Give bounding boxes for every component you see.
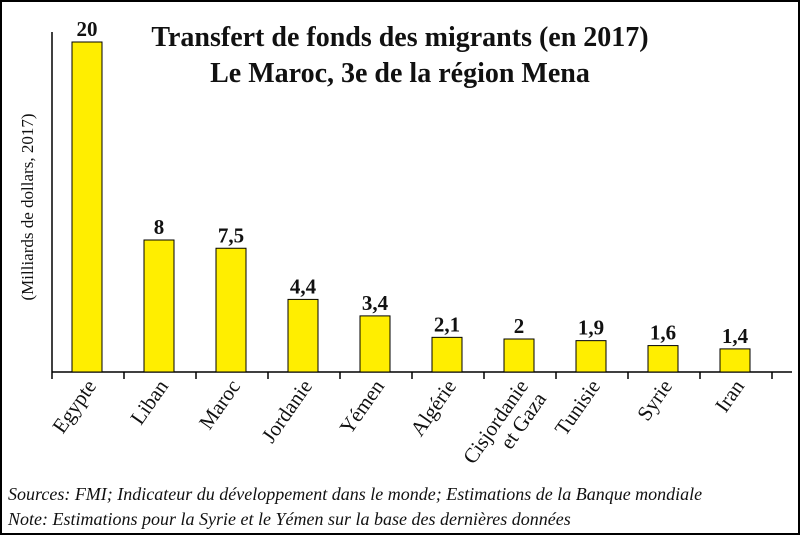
bar: [719, 348, 751, 373]
bar: [71, 41, 103, 373]
x-tick-label: Iran: [710, 375, 749, 417]
sources-note: Sources: FMI; Indicateur du développemen…: [8, 484, 703, 504]
x-tick-label-line: Tunisie: [550, 375, 605, 440]
estimation-note: Note: Estimations pour la Syrie et le Yé…: [8, 509, 571, 529]
x-tick-label-line: Liban: [125, 375, 173, 429]
chart-title: Transfert de fonds des migrants (en 2017…: [151, 22, 649, 53]
x-tick-label: Yémen: [335, 375, 390, 439]
data-label: 2: [514, 314, 525, 338]
x-tick-label: Maroc: [194, 375, 245, 434]
x-tick-label: Cisjordanieet Gaza: [458, 375, 552, 472]
bar: [431, 336, 463, 373]
data-label: 20: [77, 17, 98, 41]
bar: [647, 345, 679, 373]
bar: [503, 338, 535, 373]
x-tick-label: Jordanie: [257, 375, 317, 447]
data-label: 4,4: [290, 274, 317, 298]
bar-chart: 20 Egypte 8 Liban 7,5 Maroc 4,4 Jordanie 3,4 Yéme…: [47, 17, 792, 472]
x-tick-label: Egypte: [47, 375, 101, 437]
x-tick-label: Syrie: [632, 375, 677, 425]
bar: [359, 315, 391, 373]
data-label: 1,6: [650, 321, 676, 345]
x-tick-label: Liban: [125, 375, 173, 429]
bar: [287, 298, 319, 373]
footer: Sources: FMI; Indicateur du développemen…: [8, 482, 796, 532]
x-tick-label: Algérie: [405, 375, 461, 440]
chart-subtitle: Le Maroc, 3e de la région Mena: [210, 58, 590, 89]
data-label: 1,9: [578, 316, 604, 340]
data-label: 3,4: [362, 291, 389, 315]
x-tick-label-line: Algérie: [405, 375, 461, 440]
x-tick-label-line: Egypte: [47, 375, 101, 437]
data-label: 8: [154, 215, 165, 239]
x-tick-label-line: Iran: [710, 375, 749, 417]
x-tick-label-line: Jordanie: [257, 375, 317, 447]
chart-title-block: Transfert de fonds des migrants (en 2017…: [2, 20, 798, 92]
bar: [143, 239, 175, 373]
x-tick-label-line: Syrie: [632, 375, 677, 425]
data-label: 7,5: [218, 223, 244, 247]
x-tick-label-line: Maroc: [194, 375, 245, 434]
x-tick-label: Tunisie: [550, 375, 605, 440]
data-label: 1,4: [722, 324, 749, 348]
bar: [215, 247, 247, 373]
x-tick-label-line: Yémen: [335, 375, 390, 439]
bar: [575, 340, 607, 373]
data-label: 2,1: [434, 312, 460, 336]
